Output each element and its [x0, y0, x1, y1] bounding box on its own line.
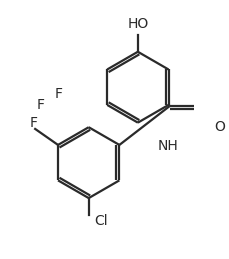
Text: O: O	[213, 120, 224, 134]
Text: F: F	[55, 87, 63, 101]
Text: F: F	[30, 116, 38, 130]
Text: NH: NH	[157, 139, 177, 153]
Text: Cl: Cl	[94, 214, 108, 228]
Text: F: F	[37, 98, 44, 112]
Text: HO: HO	[127, 17, 148, 31]
